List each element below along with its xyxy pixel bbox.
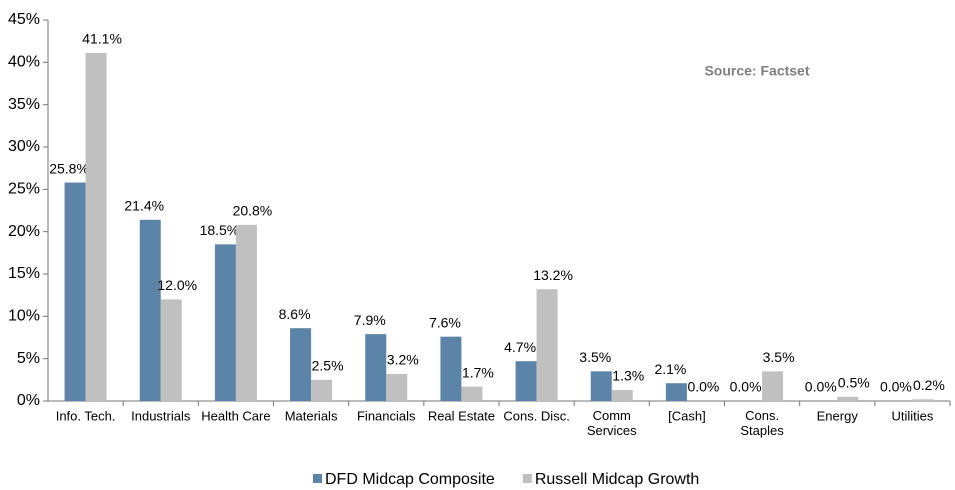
bar [461, 386, 483, 401]
bar [85, 53, 107, 402]
bar [386, 373, 408, 401]
y-tick-label: 10% [8, 308, 40, 325]
source-note: Source: Factset [704, 63, 809, 79]
value-label: 0.0% [805, 379, 837, 395]
bar [912, 399, 934, 401]
x-tick-label: Comm Services [587, 408, 637, 438]
value-label: 21.4% [124, 198, 164, 214]
value-label: 0.0% [730, 379, 762, 395]
y-tick-label: 5% [17, 350, 40, 367]
x-tick-label: Cons. Disc. [503, 408, 569, 423]
value-label: 7.6% [429, 314, 461, 330]
y-tick-label: 45% [8, 11, 40, 28]
x-tick-label: Materials [285, 408, 338, 423]
value-label: 0.0% [687, 379, 719, 395]
y-tick-label: 20% [8, 223, 40, 240]
bar [440, 336, 462, 401]
x-tick-label: Energy [817, 408, 859, 423]
value-label: 3.5% [763, 349, 795, 365]
x-tick-label: Cons. Staples [740, 408, 784, 438]
value-label: 8.6% [279, 306, 311, 322]
x-tick-label: Info. Tech. [56, 408, 116, 423]
x-tick-label: Utilities [891, 408, 933, 423]
value-label: 18.5% [200, 222, 240, 238]
bar [160, 299, 182, 401]
y-tick-label: 30% [8, 138, 40, 155]
x-tick-label: Health Care [201, 408, 270, 423]
bar [139, 219, 161, 401]
value-label: 3.2% [387, 352, 419, 368]
legend-label: Russell Midcap Growth [535, 471, 700, 488]
value-label: 41.1% [82, 31, 122, 47]
value-label: 1.7% [462, 364, 494, 380]
bar [536, 289, 558, 401]
value-label: 1.3% [612, 368, 644, 384]
bar [311, 379, 333, 401]
legend: DFD Midcap Composite Russell Midcap Growt… [313, 471, 699, 488]
value-label: 3.5% [579, 349, 611, 365]
legend-swatch [313, 474, 322, 483]
bar [665, 383, 687, 401]
bar [611, 389, 633, 401]
bar [290, 328, 312, 401]
value-label: 7.9% [354, 312, 386, 328]
value-label: 0.5% [838, 374, 870, 390]
value-label: 25.8% [49, 160, 89, 176]
value-label: 0.0% [880, 379, 912, 395]
legend-swatch [522, 474, 532, 483]
bar [837, 396, 859, 401]
bar [214, 244, 236, 401]
x-tick-label: Real Estate [428, 408, 495, 423]
bar [515, 361, 537, 401]
bar [365, 334, 387, 401]
x-tick-label: Industrials [131, 408, 191, 423]
y-tick-label: 40% [8, 54, 40, 71]
value-label: 2.5% [312, 358, 344, 374]
value-label: 0.2% [913, 377, 945, 393]
bar [235, 224, 257, 401]
value-label: 2.1% [654, 361, 686, 377]
x-tick-label: Financials [357, 408, 416, 423]
y-tick-label: 25% [8, 181, 40, 198]
value-label: 20.8% [233, 203, 273, 219]
bar [762, 371, 784, 401]
value-label: 12.0% [157, 277, 197, 293]
y-tick-label: 0% [17, 392, 40, 409]
legend-label: DFD Midcap Composite [325, 471, 495, 488]
y-tick-label: 15% [8, 265, 40, 282]
bar [590, 371, 612, 401]
value-label: 13.2% [533, 267, 573, 283]
y-tick-label: 35% [8, 96, 40, 113]
x-tick-label: [Cash] [668, 408, 706, 423]
value-label: 4.7% [504, 339, 536, 355]
bar [64, 182, 86, 401]
